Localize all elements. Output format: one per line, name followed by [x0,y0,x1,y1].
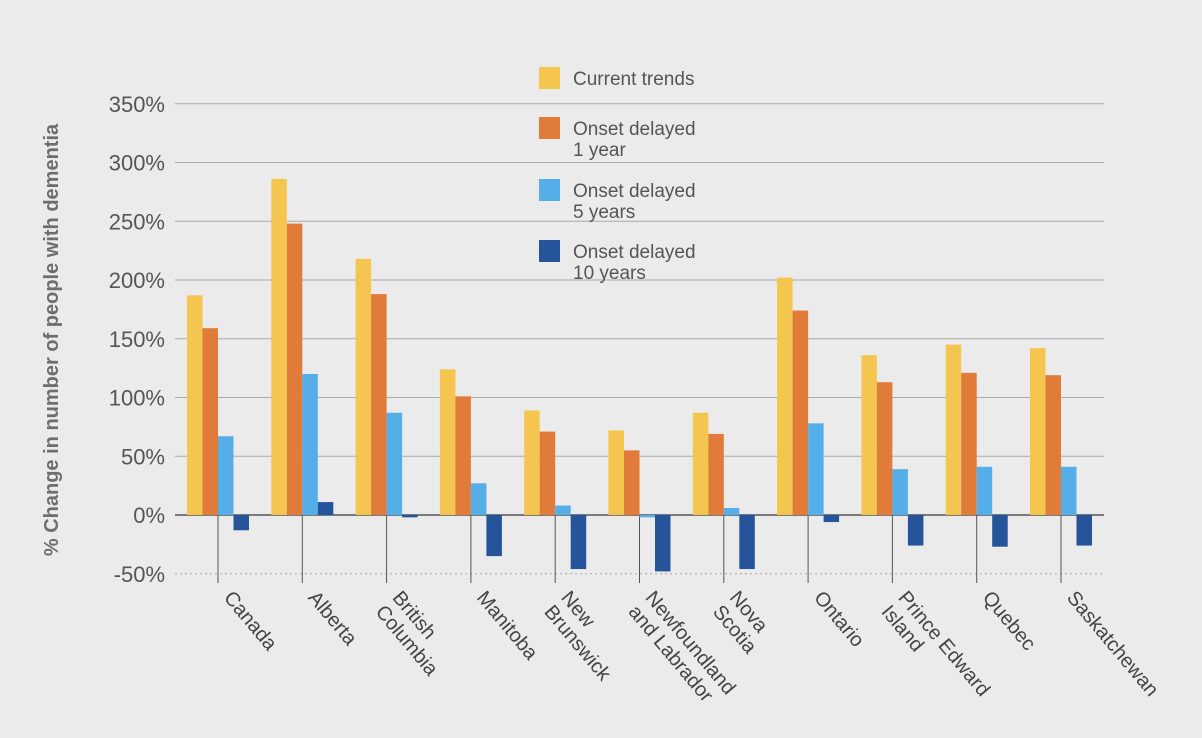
y-axis-title: % Change in number of people with dement… [41,123,63,556]
bar-new-brunswick-series-2 [539,431,556,515]
x-tick-label: Saskatchewan [1062,587,1162,701]
y-tick-label: 350% [109,92,165,117]
bar-nova-scotia-series-3 [723,507,740,515]
bar-newfoundland-and-labrador-series-2 [624,450,640,515]
bar-british-columbia-series-1 [355,258,372,515]
bar-canada-series-3 [218,436,234,515]
bar-manitoba-series-4 [486,515,502,557]
bar-saskatchewan-series-3 [1061,466,1077,515]
legend-label: Onset delayed 5 years [573,181,696,223]
x-tick-label: Prince EdwardIsland [877,587,994,715]
y-tick-label: 250% [109,209,165,234]
bar-prince-edward-island-series-2 [876,382,893,515]
bar-alberta-series-1 [271,178,287,515]
bar-ontario-series-3 [808,423,824,515]
x-tick-label: Quebec [978,587,1040,655]
bar-british-columbia-series-4 [402,515,418,518]
y-tick-label: 100% [109,386,165,411]
bar-nova-scotia-series-4 [739,515,755,570]
legend-swatch [539,117,560,139]
bar-saskatchewan-series-1 [1030,348,1046,515]
x-tick-label: BritishColumbia [371,587,460,681]
x-tick-label: Canada [219,587,281,655]
y-tick-label: -50% [114,562,165,587]
bar-british-columbia-series-3 [386,412,403,515]
bar-british-columbia-series-2 [371,294,387,515]
bar-manitoba-series-1 [439,369,456,515]
bar-prince-edward-island-series-3 [892,469,908,515]
bar-new-brunswick-series-1 [524,410,540,515]
bar-saskatchewan-series-4 [1076,515,1092,546]
bar-quebec-series-2 [961,372,977,515]
bar-canada-series-1 [187,295,203,515]
bar-new-brunswick-series-3 [555,505,571,515]
bar-nova-scotia-series-1 [692,412,709,515]
bar-alberta-series-3 [302,374,318,515]
bar-prince-edward-island-series-1 [861,355,877,515]
bar-ontario-series-1 [777,277,793,515]
bar-new-brunswick-series-4 [570,515,587,570]
y-tick-label: 300% [109,151,165,176]
x-tick-label: Ontario [809,587,868,651]
bar-alberta-series-4 [317,502,334,515]
bar-alberta-series-2 [286,223,303,515]
y-tick-label: 0% [133,503,165,528]
legend-label: Onset delayed 1 year [573,119,696,161]
x-tick-label: NewBrunswick [540,587,633,686]
bar-ontario-series-4 [823,515,840,523]
bar-newfoundland-and-labrador-series-3 [639,515,655,518]
bar-canada-series-4 [233,515,249,531]
bar-saskatchewan-series-2 [1045,375,1061,515]
bar-quebec-series-4 [992,515,1008,547]
bar-manitoba-series-3 [470,483,487,515]
bar-quebec-series-3 [976,466,993,515]
y-tick-label: 200% [109,268,165,293]
bar-newfoundland-and-labrador-series-1 [608,430,624,515]
bar-prince-edward-island-series-4 [907,515,924,546]
x-tick-label: NovaScotia [708,587,778,659]
legend-swatch [539,67,560,89]
legend-label: Onset delayed 10 years [573,242,696,284]
bar-canada-series-2 [202,328,218,515]
bar-newfoundland-and-labrador-series-4 [655,515,671,572]
y-tick-label: 150% [109,327,165,352]
bar-ontario-series-2 [792,310,809,515]
bar-manitoba-series-2 [455,396,471,515]
bar-quebec-series-1 [945,344,962,515]
x-tick-label: Alberta [303,587,361,650]
x-tick-label: Manitoba [472,587,542,665]
legend-swatch [539,240,560,262]
legend-swatch [539,179,560,201]
legend-label: Current trends [573,69,694,90]
bar-nova-scotia-series-2 [708,433,724,515]
y-tick-label: 50% [121,444,165,469]
